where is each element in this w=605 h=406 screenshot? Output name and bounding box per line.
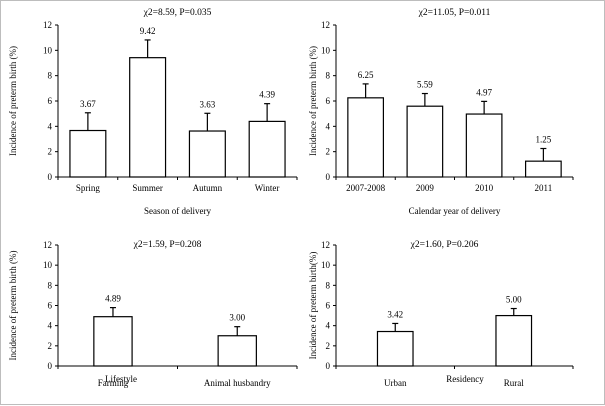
bar-urban (376, 330, 414, 367)
category-label: Autumn (193, 183, 223, 193)
category-label: 2010 (475, 183, 494, 193)
y-tick-label: 10 (43, 45, 53, 55)
y-tick-label: 12 (321, 240, 330, 250)
y-tick-label: 2 (48, 147, 53, 157)
chart-title: χ2=11.05, P=0.011 (418, 8, 491, 18)
y-tick-label: 10 (321, 260, 331, 270)
category-label: 2009 (416, 183, 435, 193)
x-axis-label: Residency (446, 374, 484, 384)
data-label: 3.42 (387, 309, 403, 319)
y-tick-label: 8 (326, 71, 331, 81)
chart-title: χ2=8.59, P=0.035 (143, 8, 212, 18)
y-tick-label: 2 (326, 147, 331, 157)
x-axis-label: Season of delivery (144, 206, 211, 216)
y-tick-label: 0 (48, 361, 53, 371)
chart-title: χ2=1.59, P=0.208 (133, 240, 202, 250)
data-label: 1.25 (536, 135, 552, 145)
y-axis-label: Incidence of preterm birth(%) (308, 252, 318, 360)
y-tick-label: 8 (48, 71, 53, 81)
data-label: 4.89 (105, 294, 121, 304)
data-label: 5.59 (417, 80, 433, 90)
category-label: 2007-2008 (346, 183, 385, 193)
y-tick-label: 12 (43, 240, 52, 250)
y-tick-label: 4 (326, 121, 331, 131)
category-label: Rural (504, 378, 524, 388)
y-tick-label: 4 (48, 321, 53, 331)
data-label: 3.63 (200, 99, 216, 109)
y-tick-label: 6 (326, 301, 331, 311)
data-label: 9.42 (140, 26, 156, 36)
bar-autumn (188, 130, 226, 178)
bar-summer (129, 57, 167, 178)
y-axis-label: Incidence of preterm birth (%) (8, 46, 18, 156)
y-tick-label: 6 (48, 96, 53, 106)
y-tick-label: 8 (326, 280, 331, 290)
y-tick-label: 10 (321, 45, 331, 55)
y-tick-label: 8 (48, 280, 53, 290)
data-label: 4.39 (259, 90, 275, 100)
data-label: 6.25 (358, 70, 374, 80)
y-tick-label: 0 (48, 172, 53, 182)
y-tick-label: 12 (43, 20, 52, 30)
bar-spring (69, 129, 107, 178)
y-tick-label: 6 (48, 301, 53, 311)
bar-2007-2008 (347, 97, 385, 178)
category-label: Spring (76, 183, 101, 193)
data-label: 5.00 (506, 295, 522, 305)
y-tick-label: 2 (48, 341, 53, 351)
y-tick-label: 4 (326, 321, 331, 331)
bar-2009 (406, 105, 444, 178)
chart-title: χ2=1.60, P=0.206 (410, 240, 479, 250)
bar-farming (93, 316, 133, 367)
y-tick-label: 6 (326, 96, 331, 106)
chart-panel-1: 0 2 4 6 8 10 12 3.67 Spring 9.42 Summer 3.63 Autumn 4… (8, 8, 298, 216)
category-label: Farming (98, 378, 129, 388)
bar-winter (248, 120, 286, 178)
category-label: Summer (132, 183, 163, 193)
y-tick-label: 0 (326, 172, 331, 182)
x-axis-label: Lifestyle (105, 374, 137, 384)
data-label: 3.67 (80, 99, 96, 109)
data-label: 4.97 (476, 87, 492, 97)
bar-rural (495, 314, 533, 367)
category-label: Urban (384, 378, 407, 388)
y-tick-label: 2 (326, 341, 331, 351)
chart-panel-4: 0 2 4 6 8 10 12 3.42 Urban 5.00 Rural χ2=1.60, P=0.… (308, 240, 574, 388)
y-axis-label: Incidence of preterm birth (%) (308, 46, 318, 156)
chart-panel-2: 0 2 4 6 8 10 12 6.25 2007-2008 5.59 2009 4.97 2010 1.… (308, 8, 574, 216)
y-tick-label: 12 (321, 20, 330, 30)
y-axis-label: Incidence of preterm birth (%) (8, 251, 18, 361)
y-tick-label: 10 (43, 260, 53, 270)
data-label: 3.00 (229, 313, 245, 323)
bar-animal-husbandry (217, 335, 257, 367)
x-axis-label: Calendar year of delivery (409, 206, 501, 216)
category-label: Winter (255, 183, 280, 193)
y-tick-label: 4 (48, 121, 53, 131)
chart-panel-3: 0 2 4 6 8 10 12 4.89 Farming 3.00 Animal husbandry… (8, 240, 298, 388)
category-label: Animal husbandry (204, 378, 271, 388)
bar-2011 (524, 160, 562, 178)
y-tick-label: 0 (326, 361, 331, 371)
category-label: 2011 (535, 183, 553, 193)
bar-2010 (465, 113, 503, 178)
